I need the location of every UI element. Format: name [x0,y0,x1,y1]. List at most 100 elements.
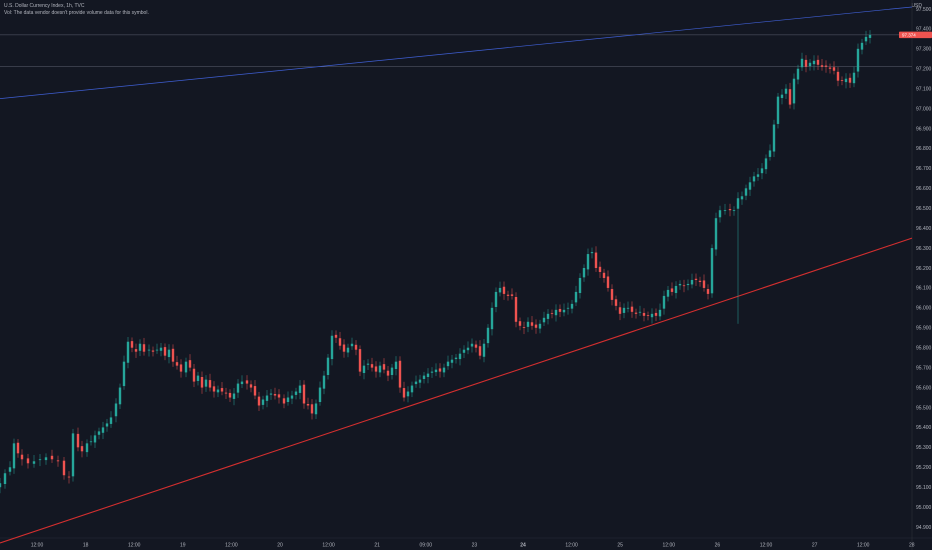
candle-body [286,397,290,403]
candle-body [558,308,562,312]
candle-body [486,327,490,344]
candle-body [526,321,530,327]
candle-body [216,389,220,393]
candle-body [212,386,216,392]
candle-body [310,404,314,414]
candle-body [694,278,698,280]
candle-body [570,303,574,309]
candle-body [204,379,208,387]
y-tick-label: 97.100 [916,86,932,92]
candle-body [522,327,526,328]
candle-body [698,280,702,282]
candle-body [670,288,674,292]
candle-body [3,473,7,485]
candle-body [530,322,534,326]
x-tick-label: 12:00 [663,543,676,549]
candle-body [756,174,760,177]
candle-body [12,443,16,469]
candle-body [650,313,654,318]
y-tick-label: 95.500 [916,405,932,411]
candle-body [458,353,462,360]
y-tick-label: 96.600 [916,186,932,192]
candle-body [406,391,410,397]
candle-body [184,361,188,373]
candle-body [273,394,277,396]
y-tick-label: 96.000 [916,306,932,312]
y-tick-label: 97.000 [916,106,932,112]
candle-body [167,349,171,358]
candle-body [249,384,253,388]
candle-body [32,461,36,464]
candle-body [192,368,196,382]
candle-body [690,279,694,285]
y-tick-label: 96.200 [916,266,932,272]
candle-body [618,307,622,314]
candle-body [498,287,502,293]
candle-body [67,476,71,478]
candle-body [338,338,342,346]
candle-body [804,59,808,67]
y-tick-label: 96.400 [916,226,932,232]
candle-body [346,347,350,353]
y-tick-label: 97.300 [916,47,932,53]
symbol-title[interactable]: U.S. Dollar Currency Index, 1h, TVC [4,3,85,9]
resistance-trend-line [0,6,913,99]
x-tick-label: 12:00 [128,543,141,549]
candle-body [426,373,430,377]
candle-body [860,42,864,50]
candle-body [290,395,294,399]
x-tick-label: 25 [617,543,623,549]
candle-body [142,344,146,352]
candle-body [534,324,538,328]
candle-body [594,252,598,269]
candle-body [386,370,390,376]
candle-body [828,67,832,69]
candle-body [702,280,706,288]
candle-body [542,317,546,323]
candle-body [138,343,142,351]
currency-unit[interactable]: USD [911,3,922,9]
y-tick-label: 97.500 [916,7,932,13]
drawing-lines[interactable] [0,6,913,544]
candle-body [26,458,30,464]
candle-body [306,403,310,406]
candle-body [728,209,732,211]
candle-body [62,460,66,476]
candle-body [130,341,134,348]
x-tick-label: 12:00 [857,543,870,549]
candle-body [208,380,212,388]
candle-body [658,309,662,317]
candle-body [686,283,690,286]
candle-body [714,218,718,250]
y-tick-label: 95.100 [916,485,932,491]
candle-body [784,88,788,94]
candle-body [342,344,346,352]
candle-body [820,65,824,67]
candle-body [776,96,780,124]
candle-body [44,457,48,461]
candle-body [298,385,302,393]
candle-body [550,313,554,315]
candle-body [414,381,418,385]
candle-body [155,349,159,351]
candle-body [16,442,20,454]
candle-body [253,386,257,396]
price-axis[interactable]: 97.60097.50097.40097.30097.20097.10097.0… [916,0,932,531]
time-axis[interactable]: 12:00 18 12:00 19 12:00 20 12:00 21 09:00 23 24 12:… [31,543,932,549]
candle-body [578,277,582,294]
x-tick-label: 12:00 [322,543,335,549]
candle-body [382,364,386,370]
candle-body [438,368,442,372]
candle-body [147,349,151,351]
candle-body [71,433,75,477]
candle-body [462,349,466,353]
x-tick-label: 21 [374,543,380,549]
candle-body [232,393,236,399]
candle-body [282,398,286,404]
y-tick-label: 95.000 [916,505,932,511]
candle-body [470,343,474,347]
candle-body [50,455,54,460]
candle-body [418,379,422,383]
